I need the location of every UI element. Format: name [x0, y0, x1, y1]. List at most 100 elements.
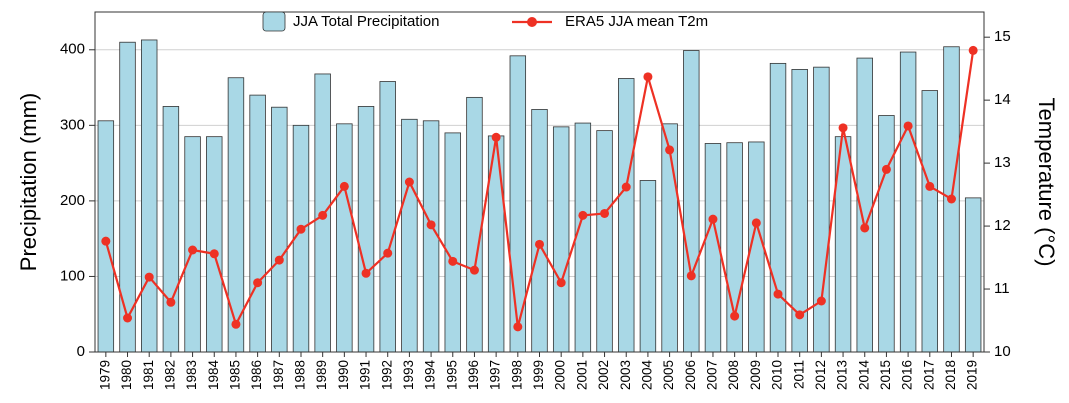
x-tick-label: 1990 — [336, 360, 351, 390]
x-tick-label: 1991 — [358, 360, 373, 390]
line-point — [903, 121, 913, 131]
y2-tick-label: 13 — [994, 154, 1011, 171]
x-tick-label: 1981 — [141, 360, 156, 390]
x-tick-label: 2014 — [856, 360, 871, 391]
line-point — [730, 311, 740, 321]
line-point — [469, 265, 479, 275]
line-point — [209, 249, 219, 259]
line-point — [361, 268, 371, 278]
line-point — [123, 313, 133, 323]
x-tick-label: 1998 — [509, 360, 524, 390]
line-point — [339, 181, 349, 191]
x-tick-label: 2015 — [878, 360, 893, 390]
line-point — [643, 72, 653, 82]
bar — [401, 118, 418, 353]
bar — [271, 106, 288, 353]
bar — [227, 77, 245, 353]
y-tick-label: 400 — [60, 41, 85, 58]
bar — [596, 130, 613, 353]
x-tick-label: 2017 — [921, 360, 936, 390]
line-point — [556, 278, 566, 288]
line-point — [621, 182, 631, 192]
x-tick-label: 2008 — [726, 360, 741, 390]
bar — [206, 136, 223, 353]
y2-tick-label: 12 — [994, 217, 1011, 234]
x-tick-label: 1997 — [488, 360, 503, 390]
y2-axis-title: Temperature (°C) — [1034, 98, 1059, 267]
x-tick-label: 1986 — [249, 360, 264, 390]
x-tick-label: 1992 — [379, 360, 394, 390]
legend-marker — [527, 17, 537, 27]
bar — [444, 132, 461, 353]
x-tick-label: 2011 — [791, 360, 806, 389]
line-point — [188, 245, 198, 255]
x-tick-label: 1982 — [162, 360, 177, 390]
x-tick-label: 2002 — [596, 360, 611, 390]
bar — [249, 94, 266, 353]
line-point — [773, 289, 783, 299]
line-point — [274, 255, 284, 265]
y-axis-title: Precipitation (mm) — [16, 93, 41, 271]
y-tick-label: 300 — [60, 116, 85, 133]
line-point — [881, 164, 891, 174]
x-tick-label: 1999 — [531, 360, 546, 390]
x-tick-label: 2019 — [965, 360, 980, 390]
bar — [141, 39, 158, 353]
x-tick-label: 1985 — [228, 360, 243, 390]
bar — [661, 123, 678, 353]
bar — [921, 90, 938, 353]
x-tick-label: 1988 — [293, 360, 308, 390]
line-point — [404, 177, 414, 187]
line-point — [318, 210, 328, 220]
x-tick-label: 2012 — [813, 360, 828, 390]
line-point — [860, 223, 870, 233]
x-tick-label: 2018 — [943, 360, 958, 390]
y-tick-label: 100 — [60, 267, 85, 284]
bar — [97, 120, 115, 353]
line-point — [686, 271, 696, 281]
bar — [357, 106, 375, 353]
y-tick-label: 0 — [77, 343, 85, 360]
y-tick-label: 200 — [60, 192, 85, 209]
x-tick-label: 1979 — [97, 360, 112, 390]
x-tick-label: 1989 — [314, 360, 329, 390]
line-point — [925, 181, 935, 191]
bar — [769, 62, 787, 353]
x-tick-label: 1995 — [444, 360, 459, 390]
x-tick-label: 2013 — [835, 360, 850, 390]
bar — [531, 109, 548, 353]
y2-tick-label: 15 — [994, 28, 1011, 45]
bar — [336, 123, 353, 353]
line-point — [751, 218, 761, 228]
line-point — [426, 220, 436, 230]
bar — [379, 81, 396, 353]
x-tick-label: 1980 — [119, 360, 134, 390]
line-point — [665, 145, 675, 155]
line-point — [101, 236, 111, 246]
x-tick-label: 2006 — [683, 360, 698, 390]
line-point — [448, 256, 458, 266]
bar — [683, 50, 700, 353]
bar — [964, 197, 982, 353]
line-point — [491, 132, 501, 142]
y2-tick-label: 11 — [994, 280, 1010, 297]
x-tick-label: 2016 — [900, 360, 915, 390]
x-tick-label: 2010 — [770, 360, 785, 390]
line-point — [253, 278, 263, 288]
x-tick-label: 2007 — [705, 360, 720, 390]
x-tick-label: 1996 — [466, 360, 481, 390]
bar — [162, 106, 180, 353]
line-point — [535, 239, 544, 249]
line-point — [816, 296, 826, 306]
line-point — [578, 210, 588, 220]
legend-swatch — [262, 11, 286, 32]
y2-tick-label: 14 — [994, 91, 1011, 108]
x-tick-label: 2005 — [661, 360, 676, 390]
x-tick-label: 2003 — [618, 360, 633, 390]
line-point — [838, 123, 848, 133]
bar — [899, 51, 917, 353]
line-point — [513, 322, 523, 332]
x-tick-label: 1984 — [206, 360, 221, 391]
x-tick-label: 2000 — [553, 360, 568, 390]
